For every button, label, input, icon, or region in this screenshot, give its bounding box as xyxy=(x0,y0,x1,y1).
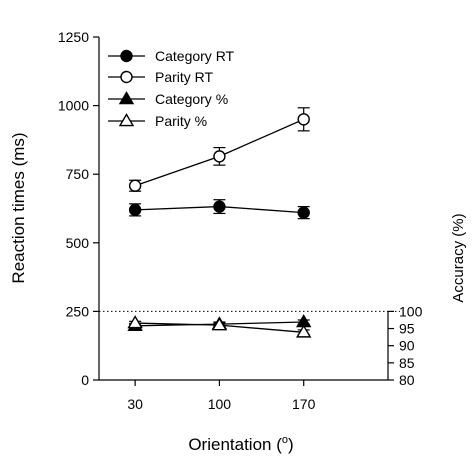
y-axis-title-left: Reaction times (ms) xyxy=(9,132,28,283)
legend-label: Category % xyxy=(155,91,228,107)
y-right-tick-label: 80 xyxy=(399,372,415,388)
legend-label: Category RT xyxy=(155,48,235,64)
series-parity xyxy=(127,315,312,338)
x-tick-label: 170 xyxy=(292,396,316,412)
data-point xyxy=(213,200,226,213)
data-point xyxy=(295,324,312,338)
legend-marker xyxy=(118,91,135,105)
y-left-tick-label: 1000 xyxy=(58,98,89,114)
data-point xyxy=(213,150,226,163)
plot-area xyxy=(127,107,312,338)
x-axis-title-suffix: ) xyxy=(288,435,294,454)
legend: Category RT Parity RT Category % Parity % xyxy=(108,48,235,129)
data-point xyxy=(297,113,310,126)
y-right-tick-label: 90 xyxy=(399,338,415,354)
legend-item: Parity RT xyxy=(108,69,214,85)
data-point xyxy=(128,203,142,217)
y-right-tick-label: 85 xyxy=(399,355,415,371)
data-point xyxy=(128,179,142,192)
y-left-tick-label: 0 xyxy=(81,372,89,388)
x-tick-label: 30 xyxy=(127,396,143,412)
data-point xyxy=(127,315,143,329)
legend-item: Category RT xyxy=(108,48,235,64)
y-axis-title-right: Accuracy (%) xyxy=(450,213,467,302)
x-axis-title-prefix: Orientation ( xyxy=(188,435,282,454)
legend-marker xyxy=(120,49,133,63)
series-category-rt xyxy=(128,199,310,220)
data-point xyxy=(211,317,228,331)
legend-marker xyxy=(118,113,135,127)
legend-marker xyxy=(120,70,133,84)
x-tick-label: 100 xyxy=(208,396,232,412)
y-left-tick-label: 1250 xyxy=(58,29,89,45)
legend-item: Parity % xyxy=(108,113,207,129)
x-axis-title: Orientation (o) xyxy=(188,434,293,454)
data-point xyxy=(297,206,310,219)
y-right-tick-label: 95 xyxy=(399,321,415,337)
x-axis-title-superscript: o xyxy=(282,434,288,446)
legend-label: Parity RT xyxy=(155,69,214,85)
y-left-tick-label: 500 xyxy=(66,235,90,251)
y-left-tick-label: 250 xyxy=(66,303,90,319)
series-parity-rt xyxy=(128,107,310,192)
legend-label: Parity % xyxy=(155,113,207,129)
y-left-tick-label: 750 xyxy=(66,166,90,182)
legend-item: Category % xyxy=(108,91,228,107)
y-right-tick-label: 100 xyxy=(399,303,423,319)
